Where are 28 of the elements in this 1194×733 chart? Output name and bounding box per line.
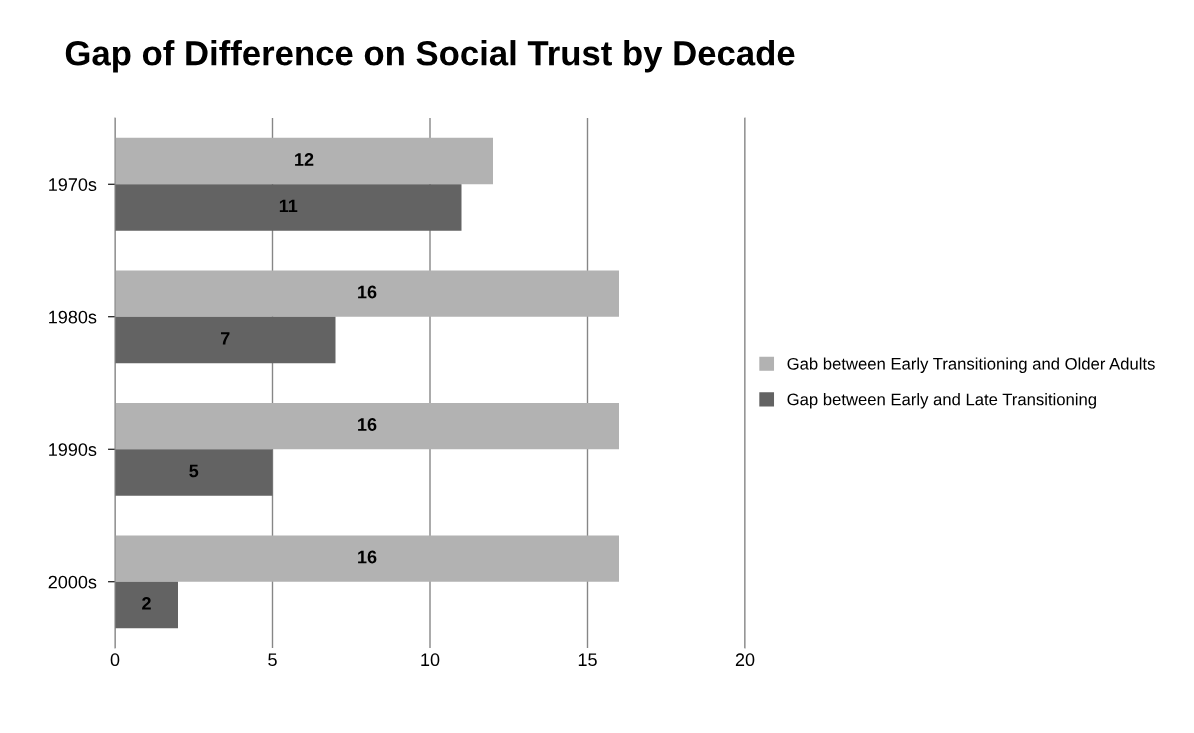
bar xyxy=(115,402,619,450)
bar xyxy=(115,535,619,582)
x-tick-label: 10 xyxy=(421,653,440,667)
bar xyxy=(115,184,462,231)
x-tick-label: 5 xyxy=(268,653,277,667)
legend-label: Gap between Early and Late Transitioning xyxy=(787,393,1096,409)
bar xyxy=(115,137,493,185)
data-label: 5 xyxy=(189,464,199,478)
data-label: 16 xyxy=(358,285,377,299)
data-label: 16 xyxy=(358,418,377,431)
legend-label: Gab between Early Transitioning and Older Adults xyxy=(787,357,1155,373)
data-label: 11 xyxy=(279,199,298,213)
chart-title: Gap of Difference on Social Trust by Decade xyxy=(65,40,795,73)
y-tick-label: 2000s xyxy=(48,575,97,589)
x-tick-label: 20 xyxy=(735,653,755,667)
bar xyxy=(115,581,178,629)
y-tick-label: 1970s xyxy=(49,178,97,191)
data-label: 12 xyxy=(295,153,314,166)
bar xyxy=(115,449,273,496)
data-label: 7 xyxy=(221,332,230,345)
x-tick-label: 0 xyxy=(110,653,120,667)
y-tick-label: 1990s xyxy=(49,443,97,456)
x-tick-label: 15 xyxy=(578,653,597,667)
data-label: 16 xyxy=(358,550,377,564)
data-label: 2 xyxy=(142,597,151,610)
bar xyxy=(115,316,336,364)
bar xyxy=(115,270,619,317)
y-tick-label: 1980s xyxy=(49,310,97,324)
